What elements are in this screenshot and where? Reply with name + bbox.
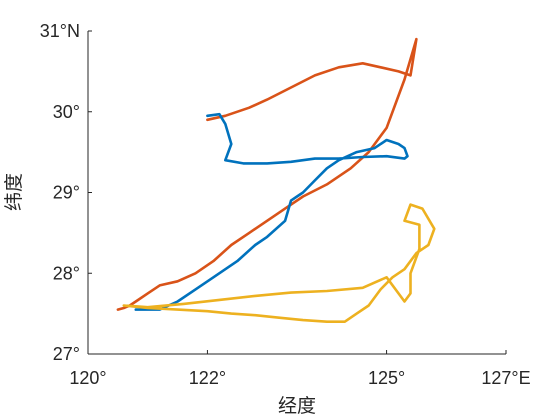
y-tick-label: 29° [53, 183, 80, 203]
x-ticks: 120° 122° 125° 127°E [69, 350, 531, 388]
series-group [116, 37, 436, 324]
track-line-1 [116, 37, 418, 311]
x-tick-label: 127°E [481, 368, 530, 388]
y-axis-label: 纬度 [3, 173, 25, 211]
y-tick-label: 31°N [40, 21, 80, 41]
y-tick-label: 30° [53, 102, 80, 122]
track-line-3 [122, 203, 436, 324]
y-tick-label: 27° [53, 344, 80, 364]
x-tick-label: 125° [368, 368, 405, 388]
y-tick-label: 28° [53, 263, 80, 283]
x-tick-label: 120° [69, 368, 106, 388]
axes [87, 31, 506, 355]
x-tick-label: 122° [189, 368, 226, 388]
track-line-2 [134, 112, 409, 311]
y-ticks: 27° 28° 29° 30° 31°N [40, 21, 92, 364]
x-axis-label: 经度 [278, 395, 316, 417]
